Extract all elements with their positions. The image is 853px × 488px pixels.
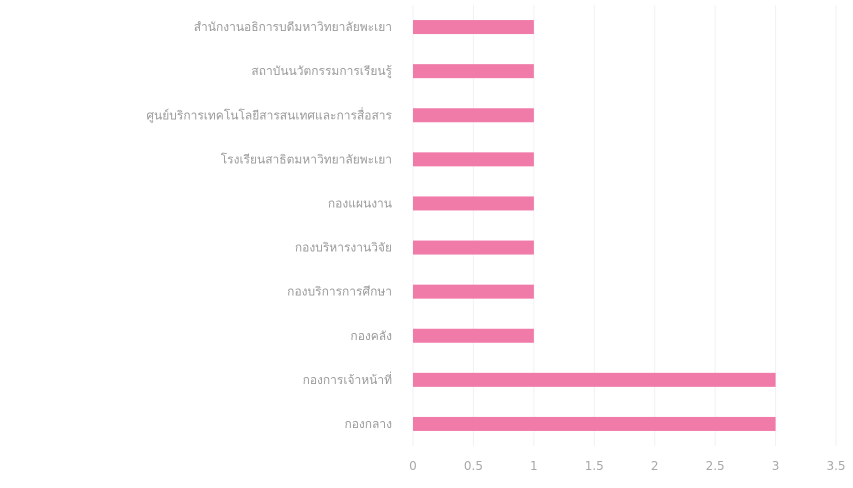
bar (413, 64, 534, 79)
bar (413, 196, 534, 211)
x-tick-label: 1 (530, 459, 538, 473)
x-tick-label: 2.5 (706, 459, 725, 473)
bar (413, 152, 534, 167)
x-tick-label: 0 (409, 459, 417, 473)
bars (413, 20, 776, 431)
category-labels: สำนักงานอธิการบดีมหาวิทยาลัยพะเยาสถาบันน… (146, 20, 392, 431)
bar (413, 240, 534, 255)
category-label: สำนักงานอธิการบดีมหาวิทยาลัยพะเยา (194, 20, 392, 34)
category-label: สถาบันนวัตกรรมการเรียนรู้ (251, 64, 392, 79)
category-label: กองบริการการศึกษา (287, 285, 392, 299)
bar (413, 416, 776, 431)
category-label: กองบริหารงานวิจัย (295, 241, 392, 255)
category-label: โรงเรียนสาธิตมหาวิทยาลัยพะเยา (221, 152, 392, 166)
bar (413, 284, 534, 299)
category-label: กองกลาง (344, 417, 392, 431)
x-tick-label: 3 (772, 459, 780, 473)
x-tick-label: 2 (651, 459, 659, 473)
bar (413, 20, 534, 35)
grid-lines (412, 5, 837, 446)
x-tick-labels: 0 0.5 1 1.5 2 2.5 3 3.5 (409, 459, 845, 473)
x-tick-label: 0.5 (464, 459, 483, 473)
category-label: กองคลัง (350, 329, 392, 343)
bar (413, 328, 534, 343)
x-tick-label: 1.5 (585, 459, 604, 473)
category-label: ศูนย์บริการเทคโนโลยีสารสนเทศและการสื่อสา… (146, 106, 392, 123)
x-tick-label: 3.5 (826, 459, 845, 473)
bar (413, 372, 776, 387)
category-label: กองการเจ้าหน้าที่ (303, 371, 393, 387)
category-label: กองแผนงาน (328, 196, 392, 210)
bar (413, 108, 534, 123)
